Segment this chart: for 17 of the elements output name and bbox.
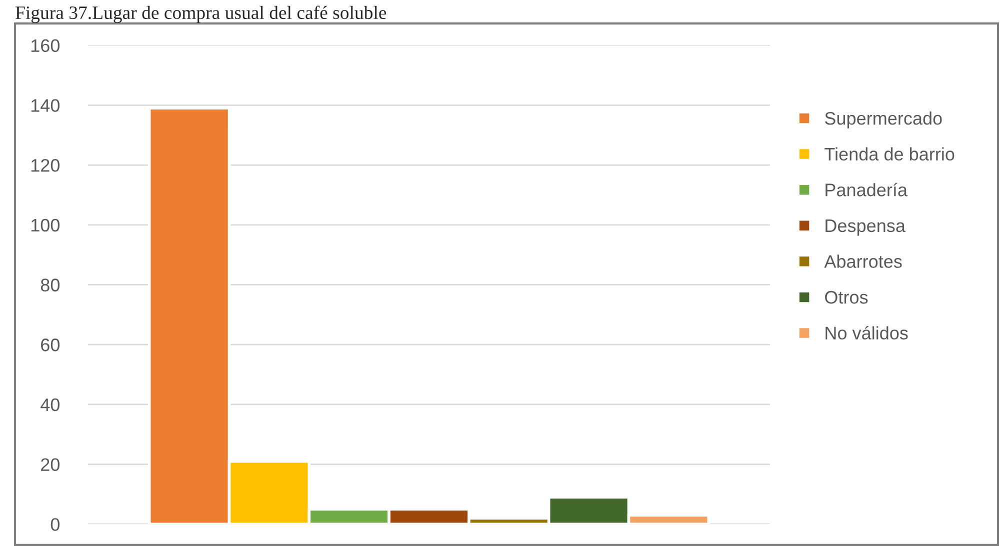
legend-label: Otros bbox=[825, 290, 868, 304]
legend-label: Supermercado bbox=[824, 111, 942, 128]
y-tick-label: 160 bbox=[31, 39, 60, 52]
legend-label: Tienda de barrio bbox=[824, 147, 954, 161]
legend-label: Panadería bbox=[826, 182, 908, 196]
y-tick-label: 100 bbox=[31, 218, 60, 232]
chart-title: Figura 37.Lugar de compra usual del café soluble bbox=[16, 6, 386, 23]
y-tick-label: 0 bbox=[50, 518, 60, 531]
legend-label: Abarrotes bbox=[824, 254, 902, 268]
y-tick-label: 20 bbox=[41, 458, 60, 472]
y-tick-label: 120 bbox=[31, 158, 60, 172]
y-tick-label: 40 bbox=[40, 398, 60, 412]
y-tick-label: 60 bbox=[41, 338, 60, 352]
legend-label: No válidos bbox=[826, 326, 908, 340]
y-tick-label: 140 bbox=[31, 99, 60, 112]
legend-label: Despensa bbox=[826, 220, 906, 236]
y-tick-label: 80 bbox=[40, 278, 60, 292]
